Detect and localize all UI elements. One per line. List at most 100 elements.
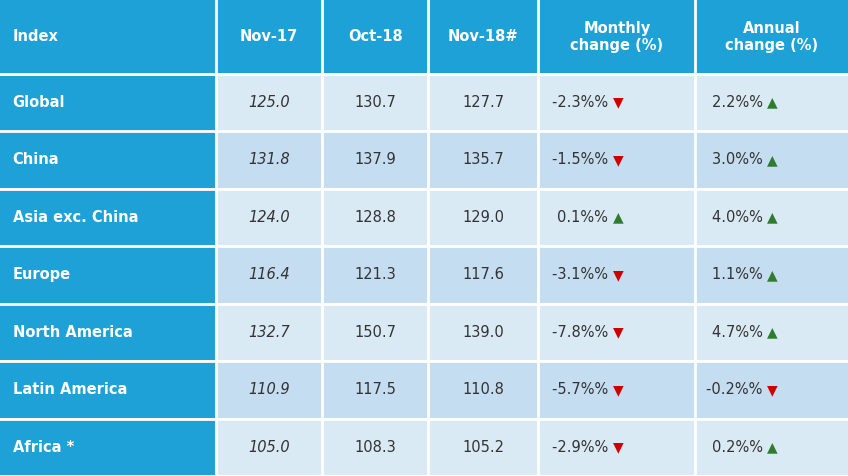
Text: 105.0: 105.0 <box>248 440 290 455</box>
Bar <box>695 189 848 246</box>
Bar <box>538 419 695 475</box>
Bar <box>428 75 538 130</box>
Text: -3.1%%: -3.1%% <box>552 268 612 282</box>
Bar <box>538 0 695 74</box>
Bar <box>216 132 322 188</box>
Bar <box>0 362 216 418</box>
Text: -1.5%%: -1.5%% <box>552 152 612 168</box>
Text: ▼: ▼ <box>612 326 623 339</box>
Text: -0.2%%: -0.2%% <box>706 382 767 397</box>
Text: ▼: ▼ <box>612 268 623 282</box>
Bar <box>322 247 428 303</box>
Text: 137.9: 137.9 <box>354 152 396 168</box>
Text: Global: Global <box>13 95 65 110</box>
Bar <box>695 247 848 303</box>
Bar <box>428 419 538 475</box>
Text: 131.8: 131.8 <box>248 152 290 168</box>
Text: ▼: ▼ <box>612 440 623 454</box>
Text: Index: Index <box>13 30 59 44</box>
Bar <box>695 132 848 188</box>
Text: 0.2%%: 0.2%% <box>711 440 767 455</box>
Bar <box>322 189 428 246</box>
Text: ▼: ▼ <box>612 96 623 109</box>
Text: 105.2: 105.2 <box>462 440 505 455</box>
Bar <box>322 132 428 188</box>
Bar <box>428 304 538 360</box>
Bar <box>538 304 695 360</box>
Text: 130.7: 130.7 <box>354 95 396 110</box>
Bar <box>322 362 428 418</box>
Text: 108.3: 108.3 <box>354 440 396 455</box>
Text: 132.7: 132.7 <box>248 325 290 340</box>
Text: 0.1%%: 0.1%% <box>557 210 612 225</box>
Text: ▲: ▲ <box>612 210 623 224</box>
Bar <box>538 362 695 418</box>
Bar <box>216 75 322 130</box>
Text: -2.3%%: -2.3%% <box>552 95 612 110</box>
Text: 117.5: 117.5 <box>354 382 396 397</box>
Bar <box>0 304 216 360</box>
Text: 110.8: 110.8 <box>462 382 505 397</box>
Text: Nov-17: Nov-17 <box>240 30 298 44</box>
Text: 3.0%%: 3.0%% <box>712 152 767 168</box>
Bar <box>322 0 428 74</box>
Bar <box>695 0 848 74</box>
Text: 129.0: 129.0 <box>462 210 505 225</box>
Text: 4.7%%: 4.7%% <box>712 325 767 340</box>
Bar <box>216 362 322 418</box>
Bar <box>322 304 428 360</box>
Text: Annual
change (%): Annual change (%) <box>725 20 818 53</box>
Text: 150.7: 150.7 <box>354 325 396 340</box>
Bar <box>0 247 216 303</box>
Text: Monthly
change (%): Monthly change (%) <box>571 20 663 53</box>
Text: 139.0: 139.0 <box>462 325 505 340</box>
Bar <box>538 75 695 130</box>
Text: 4.0%%: 4.0%% <box>712 210 767 225</box>
Bar <box>0 132 216 188</box>
Text: 128.8: 128.8 <box>354 210 396 225</box>
Text: 117.6: 117.6 <box>462 268 505 282</box>
Text: ▲: ▲ <box>767 440 778 454</box>
Text: North America: North America <box>13 325 132 340</box>
Bar <box>428 132 538 188</box>
Bar <box>216 247 322 303</box>
Text: 124.0: 124.0 <box>248 210 290 225</box>
Bar <box>0 189 216 246</box>
Text: ▲: ▲ <box>767 268 778 282</box>
Text: ▲: ▲ <box>767 96 778 109</box>
Bar <box>428 362 538 418</box>
Text: 116.4: 116.4 <box>248 268 290 282</box>
Text: China: China <box>13 152 59 168</box>
Text: 110.9: 110.9 <box>248 382 290 397</box>
Text: ▲: ▲ <box>767 153 778 167</box>
Text: -2.9%%: -2.9%% <box>552 440 612 455</box>
Text: 121.3: 121.3 <box>354 268 396 282</box>
Bar <box>695 304 848 360</box>
Bar <box>538 247 695 303</box>
Bar <box>216 419 322 475</box>
Text: 135.7: 135.7 <box>462 152 505 168</box>
Bar <box>216 0 322 74</box>
Text: Oct-18: Oct-18 <box>348 30 403 44</box>
Text: Africa *: Africa * <box>13 440 74 455</box>
Bar <box>322 75 428 130</box>
Bar <box>216 304 322 360</box>
Text: 125.0: 125.0 <box>248 95 290 110</box>
Bar <box>0 75 216 130</box>
Bar <box>428 189 538 246</box>
Bar <box>428 0 538 74</box>
Bar <box>322 419 428 475</box>
Bar <box>0 419 216 475</box>
Text: 127.7: 127.7 <box>462 95 505 110</box>
Bar <box>0 0 216 74</box>
Bar <box>538 132 695 188</box>
Text: 2.2%%: 2.2%% <box>711 95 767 110</box>
Bar <box>428 247 538 303</box>
Bar <box>538 189 695 246</box>
Text: ▲: ▲ <box>767 326 778 339</box>
Text: Nov-18#: Nov-18# <box>448 30 519 44</box>
Text: ▼: ▼ <box>612 153 623 167</box>
Bar <box>695 75 848 130</box>
Text: 1.1%%: 1.1%% <box>712 268 767 282</box>
Text: Latin America: Latin America <box>13 382 127 397</box>
